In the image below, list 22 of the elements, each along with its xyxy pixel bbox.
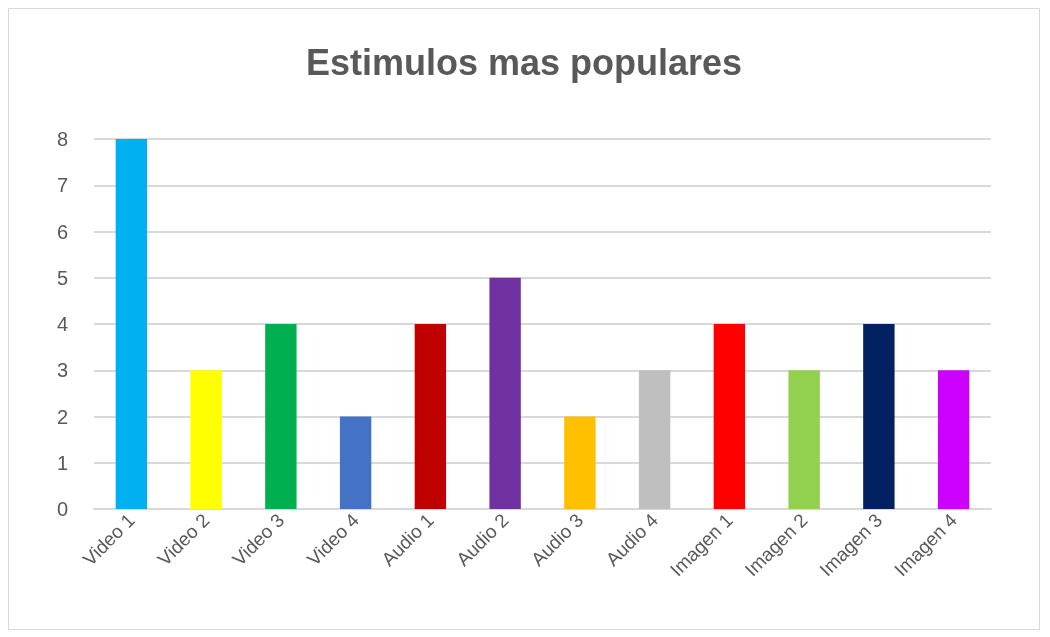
bar xyxy=(788,370,820,509)
bar xyxy=(638,370,671,509)
y-tick-label: 3 xyxy=(56,359,68,382)
bar xyxy=(937,370,970,509)
y-tick-label: 6 xyxy=(56,220,68,243)
y-tick-label: 8 xyxy=(56,128,68,150)
y-tick-label: 0 xyxy=(56,498,68,520)
y-tick-label: 7 xyxy=(56,174,68,197)
bar xyxy=(489,277,521,509)
bar xyxy=(713,324,746,509)
bar xyxy=(115,139,148,509)
y-tick-label: 4 xyxy=(56,313,68,335)
chart-title: Estimulos mas populares xyxy=(305,41,743,83)
bar xyxy=(190,370,222,509)
bar xyxy=(414,324,447,509)
bar xyxy=(265,324,297,509)
bar xyxy=(564,416,596,509)
y-tick-label: 5 xyxy=(56,266,68,289)
y-tick-label: 1 xyxy=(56,451,68,474)
y-tick-label: 2 xyxy=(56,405,68,428)
bar xyxy=(339,416,372,509)
bar xyxy=(863,324,895,509)
